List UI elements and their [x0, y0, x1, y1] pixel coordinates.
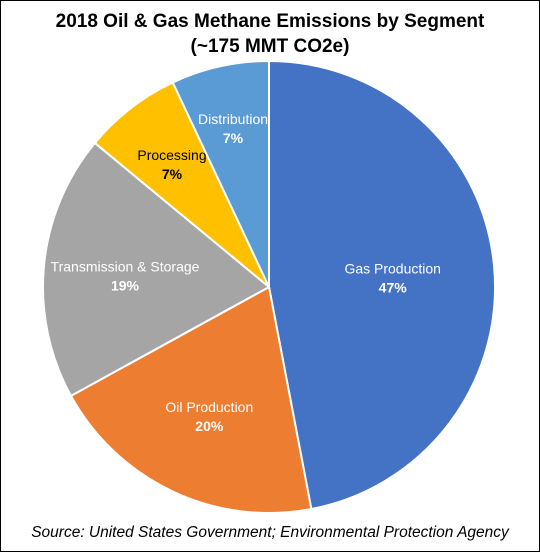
slice-value-processing: 7%	[162, 166, 183, 182]
pie-slice-gas-production	[268, 60, 496, 510]
pie-chart: Gas Production 47% Oil Production 20% Transm…	[42, 60, 496, 514]
slice-value-oil-production: 20%	[195, 418, 224, 434]
chart-title-block: 2018 Oil & Gas Methane Emissions by Segm…	[1, 9, 539, 59]
slice-value-distribution: 7%	[223, 130, 244, 146]
chart-title: 2018 Oil & Gas Methane Emissions by Segm…	[55, 11, 485, 32]
source-note: Source: United States Government; Enviro…	[31, 524, 509, 541]
pie-slice-oil-production	[69, 286, 313, 514]
slice-value-gas-production: 47%	[379, 279, 408, 295]
chart-subtitle: (~175 MMT CO2e)	[190, 36, 350, 57]
slice-label-oil-production: Oil Production	[165, 399, 253, 415]
pie-slice-distribution	[171, 60, 270, 288]
slice-label-gas-production: Gas Production	[344, 260, 441, 276]
pie-slice-transmission-storage	[42, 141, 270, 397]
slice-label-distribution: Distribution	[198, 111, 268, 127]
slice-value-transmission-storage: 19%	[111, 277, 140, 293]
slice-label-transmission-storage: Transmission & Storage	[51, 258, 200, 274]
slice-label-processing: Processing	[137, 147, 206, 163]
